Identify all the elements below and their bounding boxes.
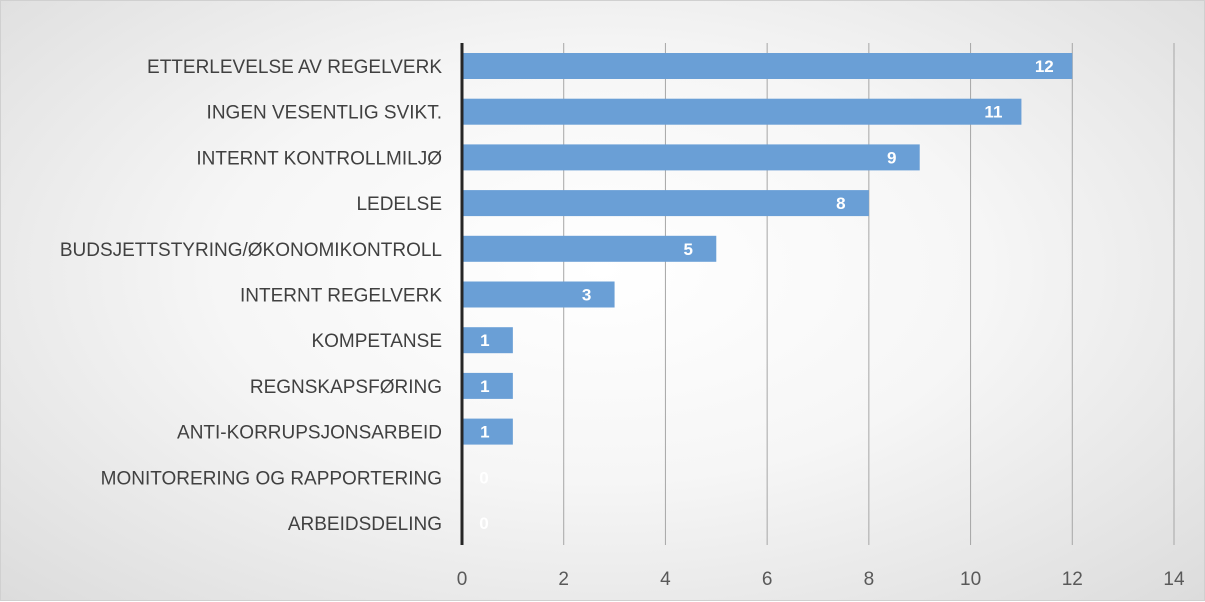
category-label: ETTERLEVELSE AV REGELVERK [147,57,442,78]
data-label: 9 [887,148,896,167]
bar [462,98,1022,125]
bar [462,190,869,217]
data-label: 11 [984,103,1002,122]
data-label: 8 [836,194,845,213]
x-tick-label: 0 [457,569,468,590]
bar [462,281,615,308]
x-tick-label: 10 [960,569,981,590]
bar [462,372,513,399]
category-label: KOMPETANSE [311,331,442,352]
x-tick-label: 6 [762,569,773,590]
data-label: 3 [582,286,591,305]
bar [462,53,1073,79]
category-label: INTERNT KONTROLLMILJØ [196,148,442,169]
data-label: 5 [684,240,693,259]
bar [462,144,920,171]
x-tick-label: 2 [558,569,569,590]
data-label: 1 [480,331,489,350]
bars [462,53,1073,445]
category-label: INTERNT REGELVERK [240,286,442,307]
data-label: 1 [480,423,489,442]
data-label: 0 [479,514,488,533]
x-tick-label: 12 [1062,569,1083,590]
category-label: INGEN VESENTLIG SVIKT. [207,103,442,124]
category-label: MONITORERING OG RAPPORTERING [101,468,442,489]
category-label: ANTI-KORRUPSJONSARBEID [177,423,442,444]
bar [462,418,513,445]
category-label: LEDELSE [356,194,442,215]
data-label: 12 [1035,57,1054,76]
bar [462,235,717,262]
category-label: REGNSKAPSFØRING [250,377,442,398]
category-label: ARBEIDSDELING [288,514,442,535]
gridlines [563,43,1175,545]
x-tick-label: 4 [660,569,671,590]
x-tick-label: 14 [1163,569,1185,590]
data-label: 0 [479,468,488,487]
x-tick-label: 8 [864,569,875,590]
category-label: BUDSJETTSTYRING/ØKONOMIKONTROLL [60,240,442,261]
data-label: 1 [480,377,489,396]
bar [462,327,513,354]
